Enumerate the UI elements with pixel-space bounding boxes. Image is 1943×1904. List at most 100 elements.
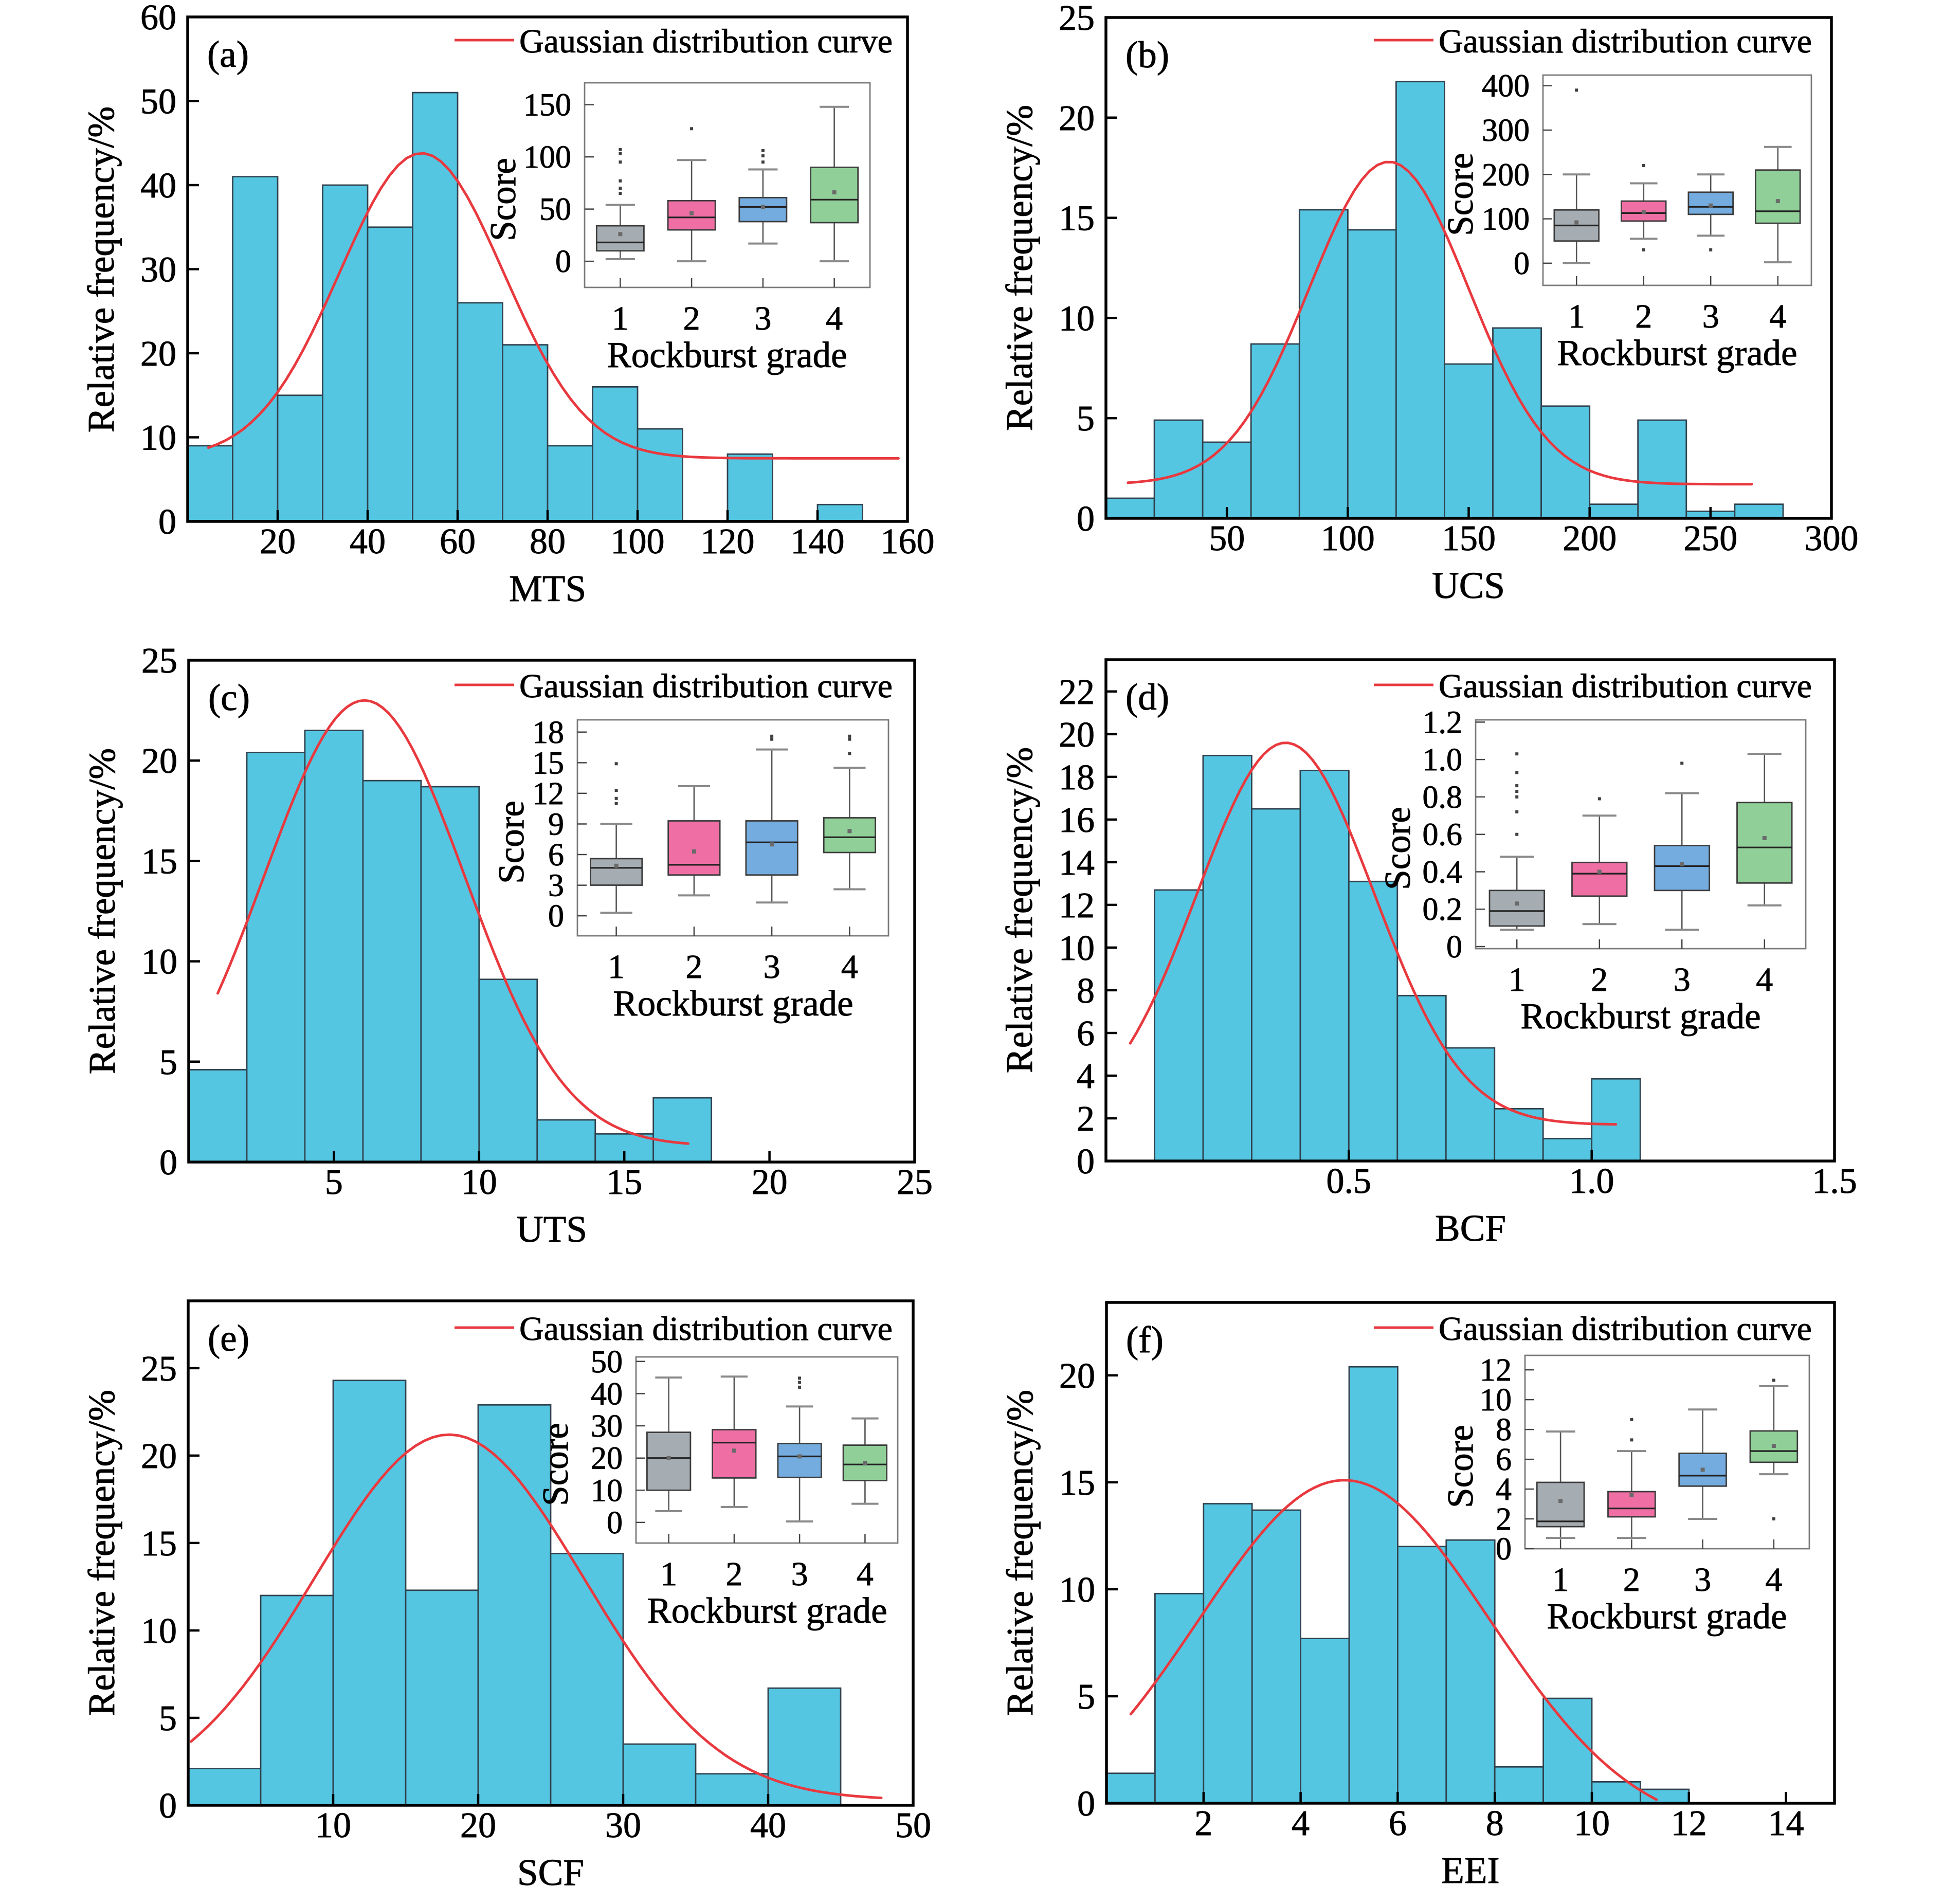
svg-text:18: 18 bbox=[532, 715, 564, 750]
svg-text:Rockburst grade: Rockburst grade bbox=[607, 335, 847, 375]
svg-text:1: 1 bbox=[612, 300, 629, 337]
svg-text:(f): (f) bbox=[1126, 1319, 1164, 1361]
svg-text:0: 0 bbox=[555, 244, 571, 279]
svg-text:20: 20 bbox=[141, 1437, 177, 1476]
svg-text:Gaussian distribution curve: Gaussian distribution curve bbox=[519, 667, 893, 705]
svg-text:10: 10 bbox=[315, 1806, 351, 1845]
svg-text:4: 4 bbox=[841, 948, 858, 986]
svg-text:10: 10 bbox=[1574, 1804, 1610, 1843]
svg-text:20: 20 bbox=[141, 741, 177, 781]
svg-text:12: 12 bbox=[532, 776, 564, 811]
svg-text:20: 20 bbox=[1059, 99, 1095, 138]
svg-text:0: 0 bbox=[158, 502, 176, 542]
svg-text:0: 0 bbox=[1514, 246, 1530, 281]
svg-text:4: 4 bbox=[826, 300, 843, 337]
svg-text:40: 40 bbox=[350, 522, 386, 561]
svg-text:1: 1 bbox=[608, 948, 625, 986]
svg-text:0: 0 bbox=[159, 1786, 177, 1826]
svg-text:15: 15 bbox=[141, 1524, 177, 1564]
svg-text:20: 20 bbox=[460, 1806, 496, 1845]
svg-text:22: 22 bbox=[1059, 673, 1095, 712]
svg-text:12: 12 bbox=[1671, 1804, 1707, 1843]
svg-text:2: 2 bbox=[725, 1555, 742, 1593]
svg-text:140: 140 bbox=[791, 522, 845, 561]
svg-text:0: 0 bbox=[607, 1506, 623, 1540]
svg-text:Relative frequency/%: Relative frequency/% bbox=[80, 106, 122, 432]
svg-text:3: 3 bbox=[754, 300, 771, 337]
svg-text:8: 8 bbox=[1077, 971, 1095, 1011]
svg-text:2: 2 bbox=[1635, 298, 1652, 335]
svg-text:30: 30 bbox=[140, 250, 176, 290]
svg-text:3: 3 bbox=[764, 948, 780, 986]
svg-text:(a): (a) bbox=[207, 33, 249, 75]
svg-text:60: 60 bbox=[440, 522, 476, 561]
svg-text:400: 400 bbox=[1482, 69, 1530, 104]
svg-text:6: 6 bbox=[1496, 1442, 1512, 1477]
svg-text:3: 3 bbox=[1702, 298, 1719, 335]
svg-text:50: 50 bbox=[140, 82, 176, 122]
svg-text:15: 15 bbox=[606, 1163, 642, 1202]
svg-text:2: 2 bbox=[1194, 1804, 1212, 1843]
svg-text:100: 100 bbox=[523, 140, 571, 175]
svg-text:Relative frequency/%: Relative frequency/% bbox=[81, 1390, 122, 1716]
svg-text:UCS: UCS bbox=[1432, 565, 1505, 606]
svg-text:300: 300 bbox=[1805, 519, 1859, 558]
svg-text:3: 3 bbox=[791, 1555, 808, 1593]
svg-text:2: 2 bbox=[1077, 1099, 1095, 1139]
svg-text:0: 0 bbox=[1496, 1532, 1512, 1567]
svg-text:Rockburst grade: Rockburst grade bbox=[647, 1591, 887, 1631]
svg-text:4: 4 bbox=[1077, 1057, 1095, 1096]
svg-text:0.8: 0.8 bbox=[1423, 780, 1463, 815]
svg-text:50: 50 bbox=[895, 1806, 931, 1845]
svg-text:25: 25 bbox=[141, 1349, 177, 1389]
svg-text:6: 6 bbox=[1389, 1804, 1407, 1843]
svg-text:14: 14 bbox=[1059, 843, 1095, 883]
svg-text:(c): (c) bbox=[208, 677, 250, 718]
svg-text:0: 0 bbox=[1077, 499, 1095, 539]
svg-text:150: 150 bbox=[1442, 519, 1496, 558]
svg-text:Gaussian distribution curve: Gaussian distribution curve bbox=[519, 1310, 893, 1348]
svg-text:12: 12 bbox=[1480, 1353, 1512, 1388]
svg-text:15: 15 bbox=[141, 842, 177, 881]
svg-text:18: 18 bbox=[1059, 758, 1095, 797]
svg-text:10: 10 bbox=[141, 1611, 177, 1651]
svg-text:Rockburst grade: Rockburst grade bbox=[1547, 1597, 1787, 1637]
svg-text:10: 10 bbox=[1059, 299, 1095, 338]
svg-text:100: 100 bbox=[1482, 202, 1530, 237]
svg-text:0: 0 bbox=[1446, 930, 1462, 965]
svg-text:SCF: SCF bbox=[517, 1852, 584, 1893]
svg-text:(d): (d) bbox=[1125, 676, 1169, 718]
svg-text:Relative frequency/%: Relative frequency/% bbox=[999, 1390, 1041, 1716]
svg-text:15: 15 bbox=[1059, 1463, 1095, 1503]
svg-text:UTS: UTS bbox=[516, 1208, 587, 1250]
svg-text:15: 15 bbox=[532, 746, 564, 781]
svg-text:150: 150 bbox=[523, 88, 571, 123]
svg-text:60: 60 bbox=[140, 0, 176, 38]
svg-text:Rockburst grade: Rockburst grade bbox=[1520, 996, 1760, 1037]
svg-text:5: 5 bbox=[325, 1163, 343, 1202]
svg-text:Gaussian distribution curve: Gaussian distribution curve bbox=[519, 23, 893, 60]
svg-text:1.5: 1.5 bbox=[1812, 1162, 1857, 1201]
svg-text:5: 5 bbox=[159, 1699, 177, 1738]
svg-text:Score: Score bbox=[536, 1423, 576, 1506]
svg-text:Score: Score bbox=[1378, 807, 1418, 890]
svg-text:3: 3 bbox=[1694, 1561, 1711, 1599]
svg-text:40: 40 bbox=[140, 166, 176, 206]
svg-text:12: 12 bbox=[1059, 886, 1095, 926]
svg-text:0.5: 0.5 bbox=[1327, 1162, 1372, 1201]
svg-text:6: 6 bbox=[548, 838, 564, 873]
svg-text:3: 3 bbox=[548, 868, 564, 903]
svg-text:0: 0 bbox=[548, 899, 564, 934]
svg-text:5: 5 bbox=[159, 1043, 177, 1082]
svg-text:10: 10 bbox=[1059, 1570, 1095, 1610]
svg-text:16: 16 bbox=[1059, 801, 1095, 840]
svg-text:30: 30 bbox=[605, 1806, 641, 1845]
svg-text:4: 4 bbox=[1496, 1472, 1512, 1507]
svg-text:6: 6 bbox=[1077, 1014, 1095, 1054]
svg-text:Score: Score bbox=[492, 801, 532, 884]
svg-text:40: 40 bbox=[750, 1806, 786, 1845]
svg-text:40: 40 bbox=[591, 1376, 623, 1411]
svg-text:2: 2 bbox=[685, 948, 702, 986]
svg-text:Gaussian distribution curve: Gaussian distribution curve bbox=[1439, 667, 1812, 705]
svg-text:4: 4 bbox=[1292, 1804, 1310, 1843]
